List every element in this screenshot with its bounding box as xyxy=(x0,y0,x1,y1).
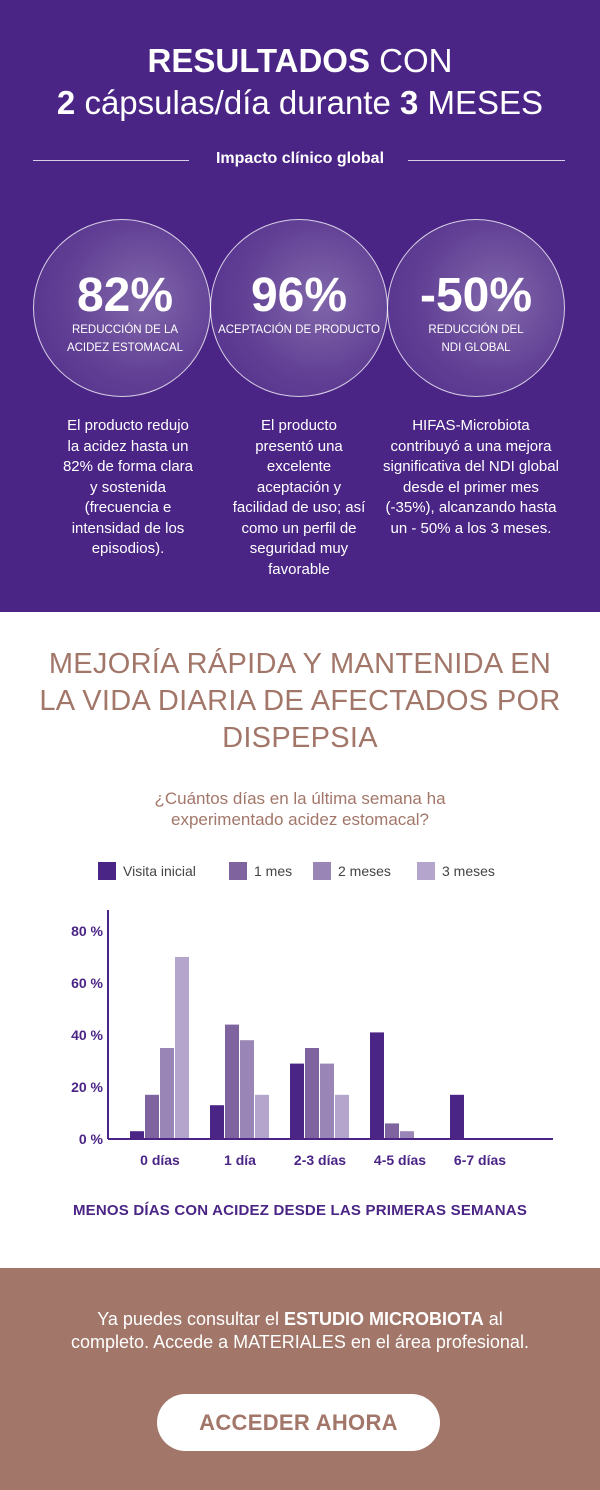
x-tick-label: 4-5 días xyxy=(374,1152,426,1168)
y-tick-label: 40 % xyxy=(71,1027,103,1043)
bar-visita-inicial xyxy=(210,1105,224,1139)
title-word: CON xyxy=(379,42,453,79)
subtitle: Impacto clínico global xyxy=(215,150,385,167)
bar-visita-inicial xyxy=(130,1131,144,1139)
legend-swatch xyxy=(229,862,247,880)
stat-acceptance: 96% ACEPTACIÓN DE PRODUCTO xyxy=(210,271,388,339)
legend-swatch xyxy=(417,862,435,880)
legend-item: Visita inicial xyxy=(98,862,196,880)
legend-item: 3 meses xyxy=(417,862,495,880)
footer-text-part: al completo. Accede a MATERIALES en el á… xyxy=(71,1309,529,1352)
bar-chart: 0 % 20 % 40 % 60 % 80 % 0 días 1 día 2-3 días 4-… xyxy=(71,910,553,1168)
y-tick-label: 0 % xyxy=(79,1131,104,1147)
bar-1-mes xyxy=(225,1024,239,1139)
stat-label: ACEPTACIÓN DE PRODUCTO xyxy=(218,324,380,336)
section-title: MEJORÍA RÁPIDA Y MANTENIDA EN LA VIDA DI… xyxy=(39,648,561,754)
x-tick-label: 1 día xyxy=(224,1152,256,1168)
bar-2-meses xyxy=(400,1131,414,1139)
x-tick-label: 6-7 días xyxy=(454,1152,506,1168)
y-tick-label: 20 % xyxy=(71,1079,103,1095)
stat-label: REDUCCIÓN DE LA xyxy=(71,324,179,336)
hero-title: RESULTADOS CON 2 cápsulas/día durante 3 … xyxy=(0,40,600,124)
stat-circle xyxy=(33,219,211,397)
divider-line xyxy=(408,160,565,161)
bar-1-mes xyxy=(145,1094,159,1139)
bar-3-meses xyxy=(175,957,189,1139)
y-tick-label: 80 % xyxy=(71,923,103,939)
hero-section: RESULTADOS CON 2 cápsulas/día durante 3 … xyxy=(0,0,600,612)
stat-circle xyxy=(210,219,388,397)
bar-visita-inicial xyxy=(370,1032,384,1139)
title-text: MESES xyxy=(427,84,544,121)
legend-label: 3 meses xyxy=(442,863,495,879)
bar-2-meses xyxy=(320,1063,334,1139)
chart-question: ¿Cuántos días en la última semana ha exp… xyxy=(154,789,446,829)
stat-acidity: 82% REDUCCIÓN DE LA ACIDEZ ESTOMACAL xyxy=(33,271,217,357)
stat-circle xyxy=(387,219,565,397)
stat-label: ACIDEZ ESTOMACAL xyxy=(66,342,184,354)
legend-item: 2 meses xyxy=(313,862,391,880)
x-tick-label: 2-3 días xyxy=(294,1152,346,1168)
title-text: cápsulas/día durante xyxy=(84,84,391,121)
legend-label: Visita inicial xyxy=(123,863,196,879)
legend-swatch xyxy=(313,862,331,880)
title-number: 3 xyxy=(400,84,419,121)
footer-text-bold: ESTUDIO MICROBIOTA xyxy=(284,1309,484,1329)
stat-ndi: -50% REDUCCIÓN DEL NDI GLOBAL xyxy=(384,271,568,357)
y-tick-label: 60 % xyxy=(71,975,103,991)
legend-item: 1 mes xyxy=(229,862,292,880)
legend-label: 2 meses xyxy=(338,863,391,879)
stat-description: El producto presentó una excelente acept… xyxy=(232,417,366,578)
bar-1-mes xyxy=(385,1123,399,1139)
legend-swatch xyxy=(98,862,116,880)
bar-3-meses xyxy=(335,1094,349,1139)
title-number: 2 xyxy=(56,84,76,121)
bar-visita-inicial xyxy=(290,1063,304,1139)
access-now-button[interactable]: ACCEDER AHORA xyxy=(157,1394,440,1451)
stat-value: 82% xyxy=(76,269,174,322)
chart-conclusion: MENOS DÍAS CON ACIDEZ DESDE LAS PRIMERAS… xyxy=(72,1202,528,1219)
bar-3-meses xyxy=(255,1094,269,1139)
stat-label: NDI GLOBAL xyxy=(441,342,511,354)
stat-label: REDUCCIÓN DEL xyxy=(428,324,524,336)
stat-value: -50% xyxy=(419,269,533,322)
x-tick-label: 0 días xyxy=(140,1152,180,1168)
divider-line xyxy=(33,160,189,161)
bar-2-meses xyxy=(160,1048,174,1139)
stat-value: 96% xyxy=(250,269,348,322)
stat-description: HIFAS-Microbiota contribuyó a una mejora… xyxy=(383,417,559,537)
title-bold-word: RESULTADOS xyxy=(147,42,370,79)
stat-description: El producto redujo la acidez hasta un 82… xyxy=(62,417,194,557)
footer-text: Ya puedes consultar el ESTUDIO MICROBIOT… xyxy=(60,1308,540,1354)
bar-2-meses xyxy=(240,1040,254,1139)
bar-1-mes xyxy=(305,1048,319,1139)
footer-text-part: Ya puedes consultar el xyxy=(97,1309,280,1329)
legend-label: 1 mes xyxy=(254,863,293,879)
footer-section: Ya puedes consultar el ESTUDIO MICROBIOT… xyxy=(0,1268,600,1490)
bar-visita-inicial xyxy=(450,1094,464,1139)
